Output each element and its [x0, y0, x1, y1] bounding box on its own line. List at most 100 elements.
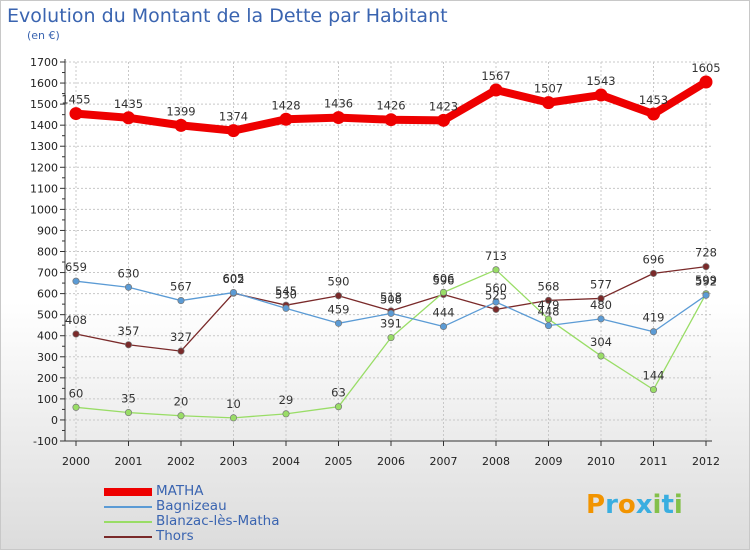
x-tick-label: 2006 — [377, 455, 405, 468]
logo-letter: r — [605, 490, 618, 520]
y-tick-label: 100 — [37, 393, 58, 406]
data-point — [282, 304, 290, 312]
data-point — [229, 289, 238, 297]
data-label: 506 — [380, 292, 402, 306]
data-label: 659 — [65, 260, 87, 274]
y-tick-label: 500 — [37, 309, 58, 322]
data-point — [649, 386, 658, 394]
data-label: 592 — [695, 274, 717, 288]
y-tick-label: 700 — [37, 267, 58, 280]
data-label: 525 — [485, 288, 507, 302]
x-tick-label: 2010 — [587, 455, 615, 468]
data-point — [387, 309, 395, 317]
data-point — [279, 112, 293, 126]
y-tick-label: 1700 — [30, 56, 58, 69]
data-label: 1426 — [376, 99, 405, 113]
data-label: 419 — [643, 311, 665, 325]
data-label: 560 — [485, 281, 507, 295]
data-label: 480 — [590, 298, 612, 312]
data-label: 1543 — [586, 74, 615, 88]
logo-letter: i — [652, 490, 662, 520]
data-label: 304 — [590, 335, 612, 349]
data-point — [334, 292, 343, 300]
data-label: 567 — [170, 280, 192, 294]
data-point — [334, 319, 343, 327]
data-label: 696 — [643, 252, 665, 266]
x-tick-label: 2002 — [167, 455, 195, 468]
data-label: 1399 — [166, 104, 195, 118]
y-tick-label: 1100 — [30, 182, 58, 195]
data-label: 1436 — [324, 97, 353, 111]
data-point — [439, 322, 448, 331]
data-point — [597, 315, 605, 323]
data-label: 444 — [433, 305, 455, 319]
x-tick-label: 2003 — [220, 455, 248, 468]
data-point — [702, 263, 710, 271]
data-point — [437, 113, 450, 127]
data-label: 60 — [69, 386, 84, 400]
y-tick-label: 1400 — [30, 119, 58, 132]
legend-label: Bagnizeau — [156, 498, 227, 514]
data-label: 728 — [695, 246, 717, 260]
x-tick-label: 2000 — [62, 455, 90, 468]
data-point — [387, 334, 395, 342]
data-point — [492, 298, 500, 306]
data-label: 1423 — [429, 99, 458, 113]
logo-letter: t — [661, 490, 674, 520]
y-tick-label: 1500 — [30, 98, 58, 111]
data-point — [647, 107, 660, 121]
y-tick-label: 0 — [51, 414, 58, 427]
data-point — [699, 75, 713, 89]
data-label: 327 — [170, 330, 192, 344]
data-label: 1428 — [271, 98, 300, 112]
data-label: 1374 — [219, 110, 248, 124]
data-point — [177, 297, 185, 305]
y-tick-label: 800 — [37, 246, 58, 259]
data-label: 479 — [538, 298, 560, 312]
x-tick-label: 2012 — [692, 455, 720, 468]
logo-letter: i — [673, 490, 683, 520]
data-label: 713 — [485, 249, 507, 263]
data-point — [124, 341, 133, 349]
data-point — [492, 305, 500, 313]
data-label: 408 — [65, 313, 87, 327]
legend-swatch — [104, 521, 152, 523]
data-point — [597, 352, 605, 360]
y-tick-label: 1000 — [30, 203, 58, 216]
y-tick-label: -100 — [33, 435, 58, 448]
data-point — [702, 291, 710, 299]
legend-label: Thors — [156, 528, 194, 544]
data-point — [72, 277, 80, 285]
data-label: 602 — [223, 272, 245, 286]
data-point — [69, 107, 83, 121]
data-point — [649, 328, 658, 336]
data-label: 391 — [380, 317, 402, 331]
y-tick-label: 1300 — [30, 140, 58, 153]
data-point — [174, 118, 188, 132]
data-label: 590 — [328, 275, 350, 289]
data-point — [177, 412, 185, 420]
y-tick-label: 300 — [37, 351, 58, 364]
legend-swatch — [104, 536, 152, 538]
x-tick-label: 2004 — [272, 455, 300, 468]
data-label: 459 — [328, 302, 350, 316]
data-point — [282, 410, 290, 418]
data-point — [177, 347, 185, 355]
data-point — [229, 414, 238, 422]
data-label: 1453 — [639, 93, 668, 107]
chart-subtitle: (en €) — [27, 29, 60, 42]
data-point — [72, 403, 80, 411]
data-point — [227, 124, 240, 138]
data-point — [492, 266, 500, 274]
y-tick-label: 200 — [37, 372, 58, 385]
y-tick-label: 900 — [37, 224, 58, 237]
data-label: 545 — [275, 284, 297, 298]
data-point — [122, 111, 135, 125]
data-label: 1507 — [534, 82, 563, 96]
data-label: 1455 — [61, 93, 90, 107]
data-label: 357 — [118, 324, 140, 338]
x-tick-label: 2007 — [430, 455, 458, 468]
data-point — [597, 294, 605, 303]
